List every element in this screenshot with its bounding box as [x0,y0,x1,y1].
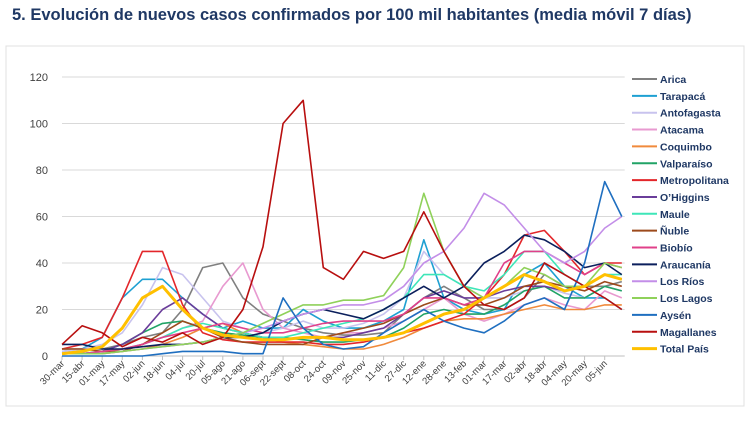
gridlines [62,76,625,357]
series-lines [61,99,623,357]
legend-label: Total País [660,344,709,356]
legend-label: Ñuble [660,225,689,238]
legend-label: Aysén [660,310,691,322]
legend-label: Metropolitana [660,175,729,187]
legend-label: Atacama [660,125,704,137]
y-axis: 0 20 40 60 80 100 120 [30,72,48,363]
y-tick-label: 120 [30,72,48,84]
y-tick-label: 20 [36,305,48,317]
legend-label: Los Ríos [660,276,704,288]
series-line-los-lagos [62,192,623,355]
legend-label: Biobío [660,243,693,255]
legend-label: Maule [660,209,690,221]
series-line-magallanes [61,99,623,348]
y-tick-label: 60 [36,212,48,224]
series-line-metropolitana [61,229,622,350]
legend-label: Valparaíso [660,158,713,170]
y-tick-label: 40 [36,258,48,270]
legend: Arica Tarapacá Antofagasta Atacama Coquimbo V… [632,74,729,356]
series-line-valpara-so [62,285,623,355]
legend-label: Antofagasta [660,108,721,120]
y-tick-label: 80 [36,165,48,177]
legend-label: Araucanía [660,259,711,271]
y-tick-label: 100 [30,119,48,131]
x-tick-label: 02-jun [121,358,147,384]
x-tick-label: 04-jul [164,358,188,382]
chart-frame [5,45,745,407]
x-tick-label: 18-jun [141,358,167,384]
legend-label: Arica [660,74,686,86]
y-tick-label: 0 [42,351,48,363]
series-line-total-pa-s [61,273,623,356]
legend-label: Tarapacá [660,91,705,103]
legend-label: Magallanes [660,327,717,339]
x-tick-label: 05-jun [583,358,609,384]
series-line-ays-n [62,180,623,357]
legend-label: Los Lagos [660,293,713,305]
x-axis: 30-mar15-abr01-may17-may02-jun18-jun04-j… [38,356,610,389]
chart-title: 5. Evolución de nuevos casos confirmados… [12,6,692,24]
legend-label: Coquimbo [660,141,712,153]
legend-label: O’Higgins [660,192,710,204]
